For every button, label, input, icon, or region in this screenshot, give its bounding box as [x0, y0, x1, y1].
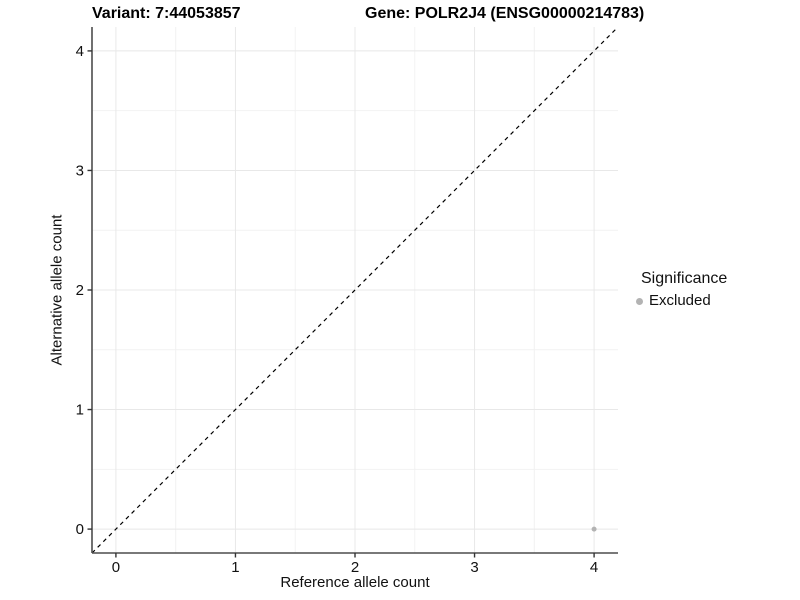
- y-tick-label: 3: [76, 162, 84, 179]
- legend-title: Significance: [641, 270, 728, 287]
- legend: Significance Excluded: [636, 269, 727, 310]
- y-tick-label: 4: [76, 43, 84, 60]
- legend-point-icon: [636, 297, 643, 305]
- x-tick-label: 0: [112, 559, 120, 576]
- y-tick-label: 2: [76, 282, 84, 299]
- x-tick-label: 4: [590, 559, 598, 576]
- identity-line: [91, 26, 619, 554]
- x-tick-label: 1: [231, 559, 239, 576]
- data-point: [591, 526, 597, 532]
- y-tick-label: 0: [76, 521, 84, 538]
- legend-item-excluded: Excluded: [636, 292, 727, 310]
- x-tick-label: 3: [470, 559, 478, 576]
- gene-title: Gene: POLR2J4 (ENSG00000214783): [365, 5, 645, 22]
- x-tick-label: 2: [351, 559, 359, 576]
- legend-item-label: Excluded: [649, 292, 711, 309]
- x-axis-label: Reference allele count: [280, 574, 430, 591]
- variant-title: Variant: 7:44053857: [92, 5, 241, 22]
- y-tick-label: 1: [76, 402, 84, 419]
- y-axis-label: Alternative allele count: [48, 214, 66, 366]
